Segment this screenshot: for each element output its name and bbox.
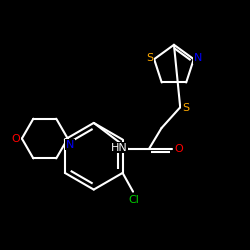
Text: Cl: Cl xyxy=(129,195,140,205)
Text: O: O xyxy=(11,134,20,143)
Text: N: N xyxy=(66,140,74,150)
Text: O: O xyxy=(175,144,184,154)
Text: S: S xyxy=(182,103,189,113)
Text: S: S xyxy=(146,53,154,63)
Text: HN: HN xyxy=(110,143,127,153)
Text: N: N xyxy=(194,53,202,63)
